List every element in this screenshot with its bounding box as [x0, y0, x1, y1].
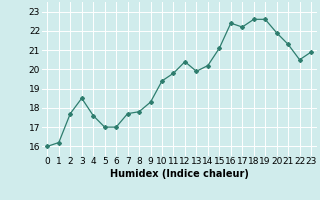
- X-axis label: Humidex (Indice chaleur): Humidex (Indice chaleur): [110, 169, 249, 179]
